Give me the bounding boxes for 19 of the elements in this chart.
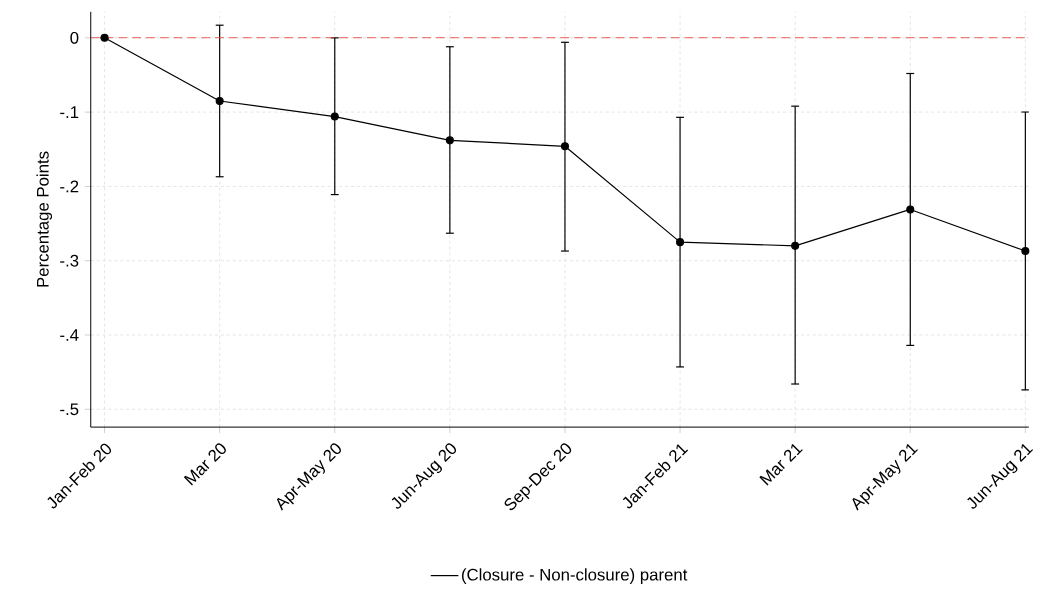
point — [330, 112, 339, 121]
legend-label: (Closure - Non-closure) parent — [461, 568, 688, 585]
y-tick-label: -.5 — [60, 403, 79, 416]
point — [906, 205, 915, 214]
point — [215, 97, 224, 106]
y-tick-label: -.2 — [60, 180, 79, 193]
point — [676, 238, 685, 247]
x-tick-label: Mar 21 — [759, 444, 803, 486]
y-tick-label: 0 — [70, 32, 79, 44]
y-tick-label: -.1 — [60, 106, 79, 119]
point — [445, 136, 454, 145]
y-tick-label: -.4 — [60, 329, 79, 341]
point — [791, 241, 800, 251]
point — [100, 33, 109, 42]
y-axis-title: Percentage Points — [36, 151, 53, 287]
x-tick-label: Mar 20 — [183, 443, 226, 486]
point — [1021, 247, 1030, 256]
y-tick-label: -.3 — [60, 254, 79, 267]
point — [560, 142, 570, 151]
